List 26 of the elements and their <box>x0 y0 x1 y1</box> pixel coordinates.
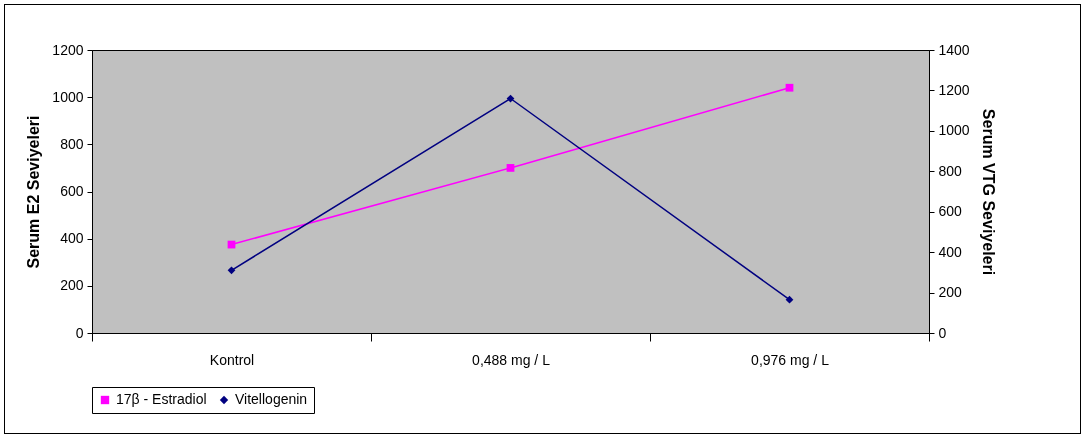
x-tick-label: Kontrol <box>209 351 255 368</box>
y-tick-label: 1200 <box>52 41 84 58</box>
y2-tick-label: 1200 <box>938 81 970 98</box>
y2-tick-label: 800 <box>938 162 963 179</box>
point <box>785 83 794 92</box>
y-tick-label: 400 <box>60 230 84 247</box>
y2-tick-label: 1400 <box>938 41 970 58</box>
legend-label: Vitellogenin <box>235 391 308 407</box>
x-tick-label: 0,976 mg / L <box>751 351 830 368</box>
y2-tick-label: 600 <box>938 203 963 220</box>
y-tick-label: 0 <box>75 324 84 341</box>
y2-tick-label: 200 <box>938 284 963 301</box>
point <box>785 295 794 304</box>
y2-tick-label: 1000 <box>938 122 970 139</box>
y-tick-label: 1000 <box>52 88 84 105</box>
legend-label: 17β - Estradiol <box>116 391 207 407</box>
point <box>506 164 515 172</box>
y2-tick-label: 400 <box>938 243 963 260</box>
y-tick-label: 800 <box>60 135 84 152</box>
y2-tick-label: 0 <box>938 324 947 341</box>
x-tick-label: 0,488 mg / L <box>472 351 551 368</box>
y-axis-title: Serum E2 Seviyeleri <box>25 115 43 269</box>
y2-axis-title: Serum VTG Seviyeleri <box>979 108 997 276</box>
y-tick-label: 200 <box>60 277 84 294</box>
point <box>227 266 236 275</box>
y-tick-label: 600 <box>60 183 84 199</box>
